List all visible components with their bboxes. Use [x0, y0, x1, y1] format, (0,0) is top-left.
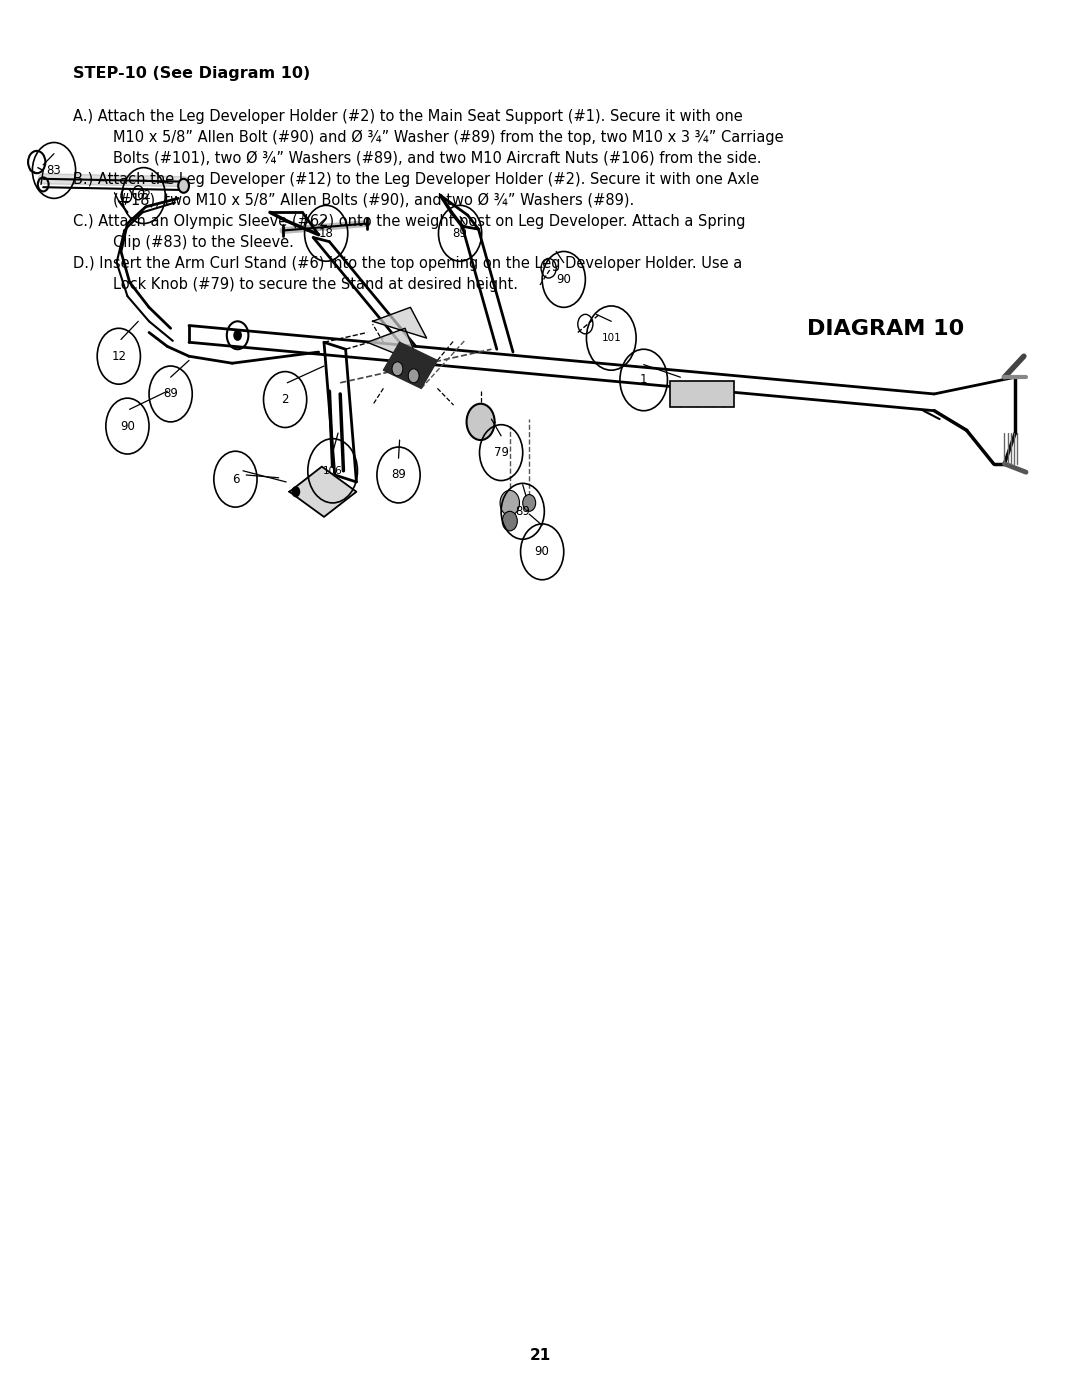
Text: STEP-10 (See Diagram 10): STEP-10 (See Diagram 10) — [73, 66, 311, 81]
Circle shape — [233, 330, 242, 341]
Text: 79: 79 — [494, 446, 509, 460]
Text: DIAGRAM 10: DIAGRAM 10 — [807, 319, 964, 338]
Polygon shape — [383, 342, 437, 388]
Circle shape — [502, 511, 517, 531]
Text: 101: 101 — [602, 332, 621, 344]
Text: 90: 90 — [535, 545, 550, 559]
Text: Clip (#83) to the Sleeve.: Clip (#83) to the Sleeve. — [113, 235, 294, 250]
Text: 6: 6 — [232, 472, 239, 486]
Text: 21: 21 — [529, 1348, 551, 1362]
Bar — [670, 381, 734, 407]
Text: M10 x 5/8” Allen Bolt (#90) and Ø ¾” Washer (#89) from the top, two M10 x 3 ¾” C: M10 x 5/8” Allen Bolt (#90) and Ø ¾” Was… — [113, 130, 784, 145]
Text: 83: 83 — [46, 163, 62, 177]
Text: 90: 90 — [120, 419, 135, 433]
Text: 18: 18 — [319, 226, 334, 240]
Text: 1: 1 — [640, 373, 647, 387]
Text: 2: 2 — [282, 393, 288, 407]
Text: (#18), two M10 x 5/8” Allen Bolts (#90), and two Ø ¾” Washers (#89).: (#18), two M10 x 5/8” Allen Bolts (#90),… — [113, 193, 635, 208]
Text: 106: 106 — [323, 465, 342, 476]
Text: D.) Insert the Arm Curl Stand (#6) into the top opening on the Leg Developer Hol: D.) Insert the Arm Curl Stand (#6) into … — [73, 256, 743, 271]
Circle shape — [467, 404, 495, 440]
Text: Lock Knob (#79) to secure the Stand at desired height.: Lock Knob (#79) to secure the Stand at d… — [113, 277, 518, 292]
Ellipse shape — [178, 179, 189, 193]
Circle shape — [408, 369, 419, 383]
Polygon shape — [367, 328, 419, 363]
Text: 90: 90 — [556, 272, 571, 286]
Circle shape — [523, 495, 536, 511]
Text: A.) Attach the Leg Developer Holder (#2) to the Main Seat Support (#1). Secure i: A.) Attach the Leg Developer Holder (#2)… — [73, 109, 743, 124]
Text: 89: 89 — [391, 468, 406, 482]
Polygon shape — [373, 307, 427, 338]
Text: 89: 89 — [515, 504, 530, 518]
Text: 62: 62 — [136, 189, 151, 203]
Text: Bolts (#101), two Ø ¾” Washers (#89), and two M10 Aircraft Nuts (#106) from the : Bolts (#101), two Ø ¾” Washers (#89), an… — [113, 151, 761, 166]
Circle shape — [292, 486, 300, 497]
Text: 89: 89 — [163, 387, 178, 401]
Circle shape — [392, 362, 403, 376]
Text: 89: 89 — [453, 226, 468, 240]
Text: B.) Attach the Leg Developer (#12) to the Leg Developer Holder (#2). Secure it w: B.) Attach the Leg Developer (#12) to th… — [73, 172, 759, 187]
Polygon shape — [289, 467, 356, 517]
Text: C.) Attach an Olympic Sleeve (#62) onto the weight post on Leg Developer. Attach: C.) Attach an Olympic Sleeve (#62) onto … — [73, 214, 746, 229]
Circle shape — [500, 490, 519, 515]
Text: 12: 12 — [111, 349, 126, 363]
